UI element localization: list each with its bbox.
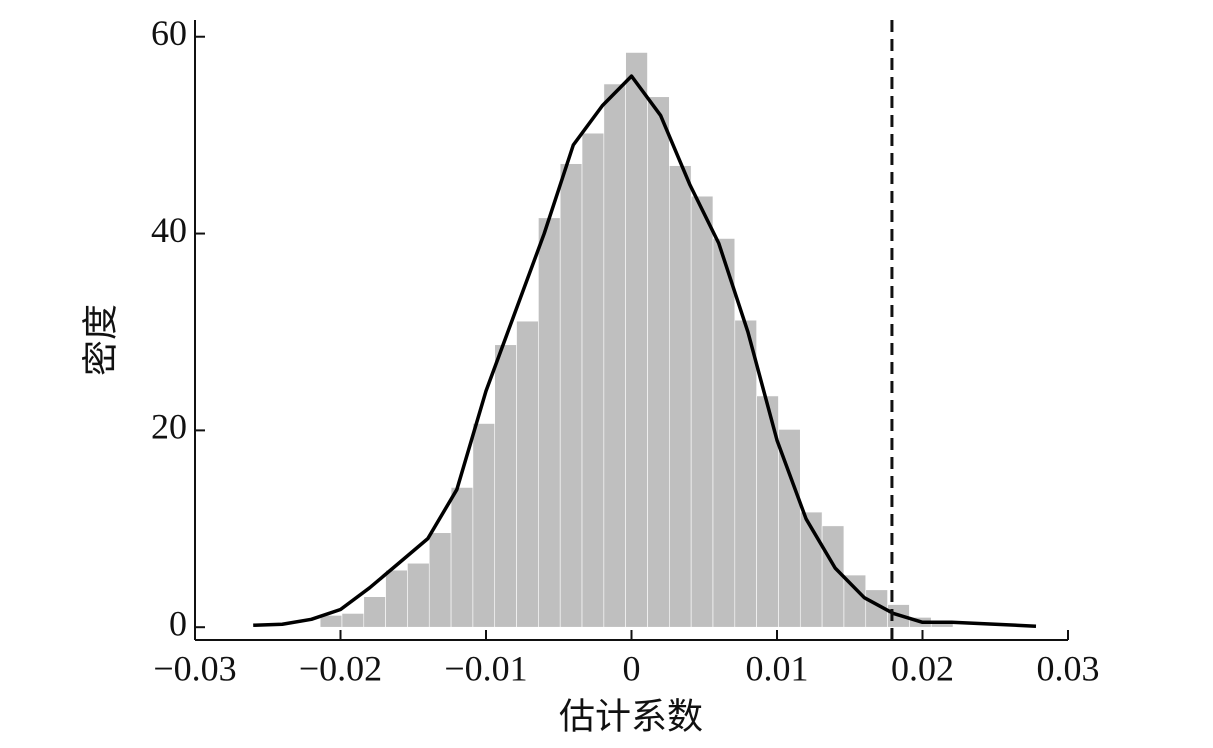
histogram-bar — [450, 487, 474, 628]
histogram-bar — [843, 574, 867, 628]
histogram-bar — [407, 562, 430, 628]
x-tick-label: −0.03 — [153, 648, 236, 688]
histogram-bar — [559, 163, 583, 628]
histogram-bar — [603, 83, 626, 628]
x-tick-label: 0.01 — [746, 648, 809, 688]
histogram-bar — [516, 320, 539, 628]
histogram-bar — [538, 217, 561, 628]
x-tick-label: −0.02 — [299, 648, 382, 688]
histogram-bar — [363, 596, 386, 628]
histogram-bar — [319, 615, 343, 628]
histogram-bar — [494, 344, 517, 628]
histogram-bar — [385, 569, 408, 628]
y-tick-label: 20 — [151, 407, 187, 447]
y-tick-label: 60 — [151, 13, 187, 53]
histogram-bar — [669, 165, 692, 628]
histogram-bar — [625, 52, 648, 628]
x-tick-label: 0.03 — [1037, 648, 1100, 688]
x-tick-label: 0 — [623, 648, 641, 688]
histogram-bar — [341, 613, 365, 628]
x-axis-label: 估计系数 — [559, 696, 703, 736]
histogram-bar — [821, 525, 845, 628]
histogram-bar — [581, 132, 605, 628]
histogram-bar — [647, 96, 670, 628]
histogram-bar — [712, 238, 736, 628]
x-tick-label: 0.02 — [891, 648, 954, 688]
y-axis-label: 密度 — [80, 304, 120, 376]
x-tick-label: −0.01 — [444, 648, 527, 688]
histogram-bar — [428, 532, 452, 628]
histogram-bar — [472, 423, 496, 628]
histogram-bar — [778, 429, 801, 628]
histogram-bar — [690, 195, 714, 628]
y-tick-label: 0 — [169, 603, 187, 643]
y-tick-label: 40 — [151, 210, 187, 250]
density-line — [253, 74, 1037, 628]
histogram-bar — [734, 319, 757, 628]
